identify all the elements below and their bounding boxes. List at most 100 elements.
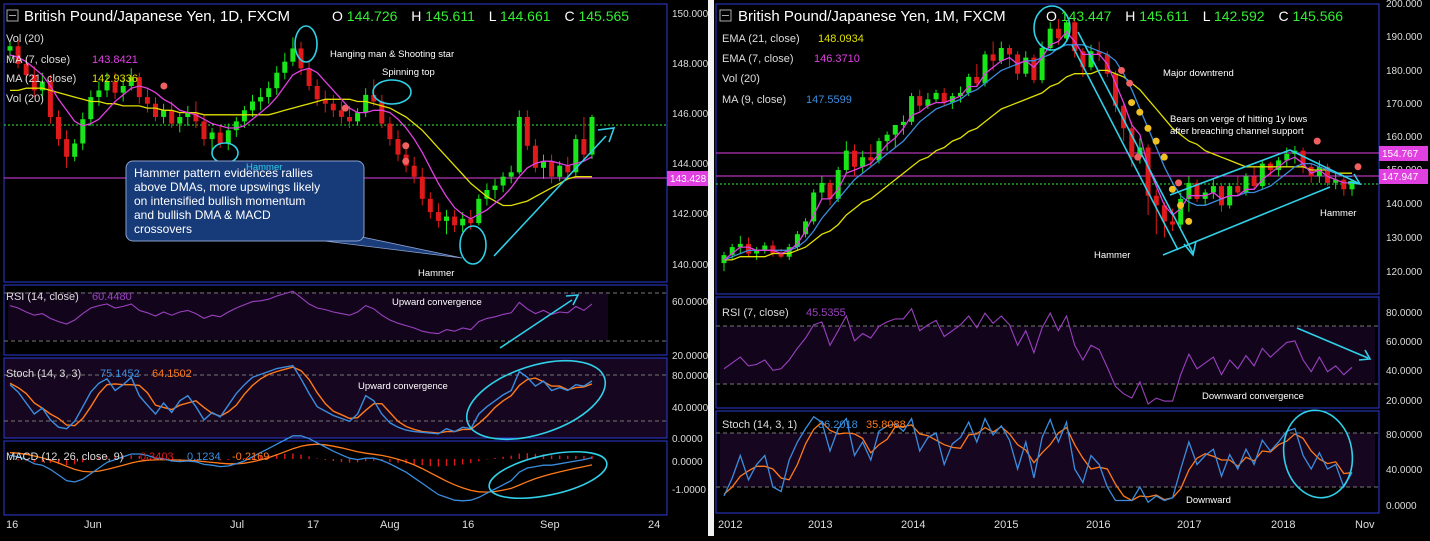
- left-callout-box: [125, 160, 365, 242]
- left-macd-tick: 0.0000: [672, 457, 703, 468]
- left-indicator-lines: [9, 54, 593, 502]
- left-header: British Pound/Japanese Yen, 1D, FXCM O 1…: [6, 8, 629, 463]
- left-legend-ma7-value: 143.8421: [92, 54, 138, 66]
- right-candle-body: [998, 48, 1004, 61]
- right-signal-dot: [1168, 185, 1176, 193]
- right-collapse-icon[interactable]: [719, 9, 732, 22]
- right-candle-body: [1170, 221, 1176, 225]
- left-candle-body: [549, 161, 555, 177]
- right-channel-lower: [1071, 44, 1179, 251]
- right-ema7-line: [723, 30, 1352, 261]
- right-candle-body: [1194, 182, 1200, 199]
- right-price-tick: 130.000: [1386, 233, 1423, 244]
- left-legend-ma21: MA (21, close): [6, 73, 76, 85]
- left-time-tick: 24: [648, 519, 660, 531]
- left-ellipse-macd: [488, 450, 608, 500]
- right-candle-body: [925, 99, 931, 106]
- label-bears-line-1: Bears on verge of hitting 1y lows: [1170, 114, 1308, 125]
- left-ellipse-spinning-top: [372, 79, 412, 105]
- left-candle-body: [379, 101, 385, 124]
- right-candle-body: [811, 192, 817, 222]
- right-candle-body: [1161, 205, 1167, 222]
- left-candle-body: [56, 117, 61, 140]
- left-candle-body: [64, 139, 70, 157]
- label-major-downtrend: Major downtrend: [1163, 68, 1234, 79]
- right-c-label: C: [1278, 8, 1288, 24]
- right-rsi-line: [723, 307, 1353, 405]
- left-candle-body: [274, 72, 280, 89]
- left-stoch-k-value: 75.1452: [100, 368, 140, 380]
- right-candle-body: [1047, 28, 1053, 48]
- left-candle-body: [193, 112, 199, 122]
- left-candle-body: [419, 176, 425, 199]
- left-candle-body: [80, 119, 86, 144]
- right-candle-body: [737, 243, 743, 248]
- right-time-tick: 2014: [901, 519, 925, 531]
- left-candle-body: [476, 198, 482, 224]
- left-price-tick: 146.000: [672, 109, 709, 120]
- right-signal-dot: [1117, 66, 1125, 74]
- right-candle-body: [1096, 51, 1102, 55]
- right-candle-body: [778, 253, 784, 257]
- label-bears-line-2: after breaching channel support: [1170, 126, 1304, 137]
- left-candle-body: [541, 161, 546, 168]
- left-collapse-icon[interactable]: [6, 9, 19, 22]
- right-header: British Pound/Japanese Yen, 1M, FXCM O 1…: [719, 8, 1343, 431]
- left-candle-body: [250, 101, 255, 111]
- left-candle-body: [347, 117, 352, 122]
- right-candle-body: [1064, 22, 1069, 39]
- right-stoch-tick: 80.0000: [1386, 430, 1423, 441]
- left-title: British Pound/Japanese Yen, 1D, FXCM: [24, 8, 290, 25]
- left-candle-body: [209, 132, 215, 140]
- left-candle-body: [153, 103, 158, 117]
- right-candle-body: [982, 54, 988, 84]
- right-candle-body: [1341, 179, 1347, 190]
- left-price-tick: 142.000: [672, 209, 709, 220]
- right-candle-body: [1023, 57, 1029, 74]
- right-signal-dot: [1175, 179, 1183, 187]
- left-candle-body: [492, 185, 498, 190]
- left-l-label: L: [489, 8, 497, 24]
- right-legend-ma9-value: 147.5599: [806, 94, 852, 106]
- right-candle-body: [1031, 57, 1037, 81]
- left-candle-body: [88, 97, 94, 120]
- right-price-tag-upper: 154.767: [1382, 149, 1419, 160]
- label-bears: Bears on verge of hitting 1y lows after …: [1170, 114, 1310, 137]
- left-candle-body: [233, 121, 239, 131]
- right-rsi-tick: 20.0000: [1386, 396, 1423, 407]
- left-legend-ma21-value: 142.9336: [92, 73, 138, 85]
- right-stoch-k-line: [723, 415, 1353, 504]
- left-h-label: H: [411, 8, 421, 24]
- left-candle-body: [589, 117, 595, 155]
- right-stoch-tick: 40.0000: [1386, 465, 1423, 476]
- right-candle-body: [762, 245, 768, 251]
- right-channel-upper: [1077, 31, 1194, 254]
- right-price-tick: 120.000: [1386, 267, 1423, 278]
- right-rsi-pane: [715, 296, 1380, 409]
- right-candle-body: [1325, 166, 1330, 183]
- left-macd-line: [9, 435, 593, 502]
- right-signal-dot: [1177, 201, 1185, 209]
- callout-line-3: on intensified bullish momentum: [134, 194, 305, 208]
- right-candle-body: [966, 76, 972, 93]
- right-price-tick: 140.000: [1386, 199, 1423, 210]
- right-candle-body: [1243, 176, 1249, 193]
- right-c-value: 145.566: [1292, 8, 1343, 24]
- left-stoch-tick: 80.0000: [672, 371, 709, 382]
- left-candle-body: [444, 216, 449, 221]
- right-candle-body: [900, 121, 906, 125]
- left-macd-hist-value: 0.3403: [140, 451, 174, 463]
- right-time-tick: 2012: [718, 519, 742, 531]
- right-price-tick: 160.000: [1386, 132, 1423, 143]
- right-candle-body: [1210, 186, 1216, 193]
- left-candle-body: [128, 77, 134, 86]
- right-legend-ema21: EMA (21, close): [722, 33, 800, 45]
- right-price-axis: 200.000 190.000 180.000 170.000 160.000 …: [1379, 0, 1428, 512]
- right-legend-vol: Vol (20): [722, 73, 760, 85]
- right-legend-ma9: MA (9, close): [722, 94, 786, 106]
- right-stoch-k-value: 36.2018: [818, 419, 858, 431]
- left-stoch-pane: [3, 357, 668, 439]
- right-rsi-tick: 80.0000: [1386, 308, 1423, 319]
- right-o-value: 143.447: [1061, 8, 1112, 24]
- right-candle-body: [917, 96, 923, 106]
